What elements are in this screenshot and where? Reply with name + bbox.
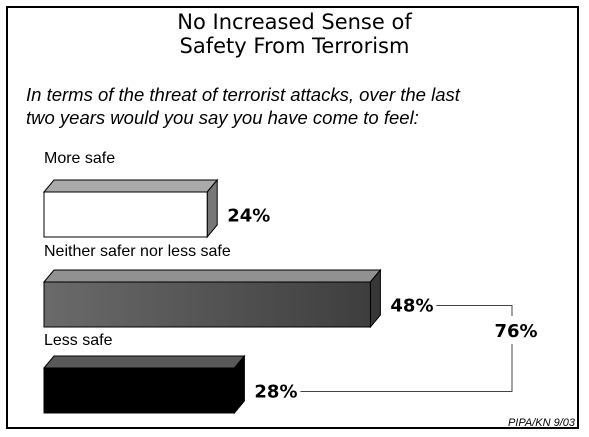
category-label-neither: Neither safer nor less safe bbox=[44, 243, 231, 260]
bar-less-safe bbox=[43, 367, 235, 414]
bar-more-safe bbox=[43, 191, 208, 238]
bar-top-neither bbox=[42, 269, 382, 283]
category-label-less-safe: Less safe bbox=[44, 332, 113, 349]
source-note: PIPA/KN 9/03 bbox=[507, 417, 575, 429]
category-label-more-safe: More safe bbox=[44, 150, 116, 167]
bar-top-more-safe bbox=[42, 179, 219, 193]
bracket-lower-line bbox=[300, 344, 513, 392]
value-label-more-safe: 24% bbox=[227, 206, 270, 227]
bracket-total-label: 76% bbox=[494, 321, 537, 342]
value-label-less-safe: 28% bbox=[254, 382, 297, 403]
question-line1: In terms of the threat of terrorist atta… bbox=[26, 84, 460, 105]
bar-neither bbox=[43, 281, 371, 328]
chart-title-line2: Safety From Terrorism bbox=[179, 34, 410, 58]
value-label-neither: 48% bbox=[390, 296, 433, 317]
chart-title-line1: No Increased Sense of bbox=[177, 10, 412, 34]
bracket-upper-line bbox=[436, 305, 513, 316]
bar-top-less-safe bbox=[42, 355, 246, 369]
question-line2: two years would you say you have come to… bbox=[26, 107, 419, 128]
